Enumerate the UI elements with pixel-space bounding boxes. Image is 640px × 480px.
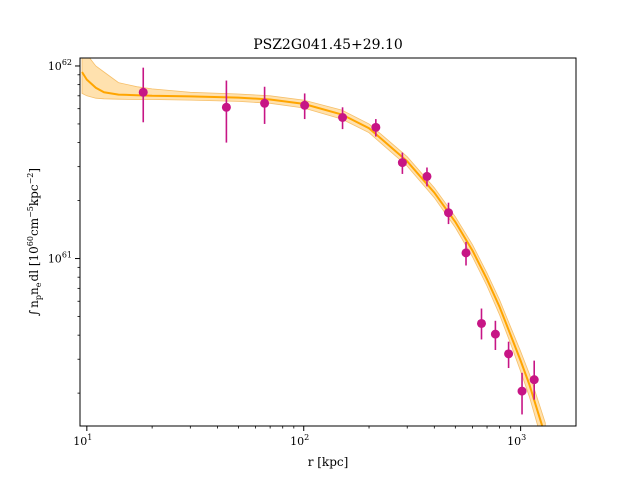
x-tick-label: 102 bbox=[290, 433, 309, 448]
plot-frame bbox=[79, 57, 577, 427]
data-point bbox=[529, 375, 539, 385]
y-axis-label: ∫npnedl [1060cm−5kpc−2] bbox=[26, 168, 43, 316]
chart-title: PSZ2G041.45+29.10 bbox=[253, 37, 403, 53]
data-point bbox=[338, 113, 348, 123]
model-band-layer bbox=[81, 58, 546, 426]
points-layer bbox=[138, 87, 539, 396]
data-point bbox=[138, 87, 148, 97]
model-line bbox=[81, 71, 544, 426]
model-line-layer bbox=[81, 71, 544, 426]
data-point bbox=[490, 329, 500, 339]
x-ticks: 101 102 103 bbox=[73, 426, 526, 448]
x-tick-label: 103 bbox=[507, 433, 526, 448]
x-axis-label: r [kpc] bbox=[308, 455, 349, 469]
data-point bbox=[422, 171, 432, 181]
y-tick-label: 1061 bbox=[48, 251, 72, 266]
data-point bbox=[504, 349, 514, 359]
model-band bbox=[81, 58, 546, 426]
y-ticks: 1061 1062 bbox=[48, 58, 80, 394]
data-point bbox=[260, 98, 270, 108]
data-point bbox=[476, 318, 486, 328]
data-point bbox=[517, 386, 527, 396]
svg-text:∫npnedl [1060cm−5kpc−2]: ∫npnedl [1060cm−5kpc−2] bbox=[26, 168, 43, 316]
data-point bbox=[221, 102, 231, 112]
data-point bbox=[461, 248, 471, 258]
x-tick-label: 101 bbox=[73, 433, 92, 448]
data-point bbox=[371, 122, 381, 132]
data-point bbox=[444, 208, 454, 218]
data-point bbox=[397, 158, 407, 168]
y-tick-label: 1062 bbox=[48, 58, 72, 73]
data-point bbox=[300, 100, 310, 110]
